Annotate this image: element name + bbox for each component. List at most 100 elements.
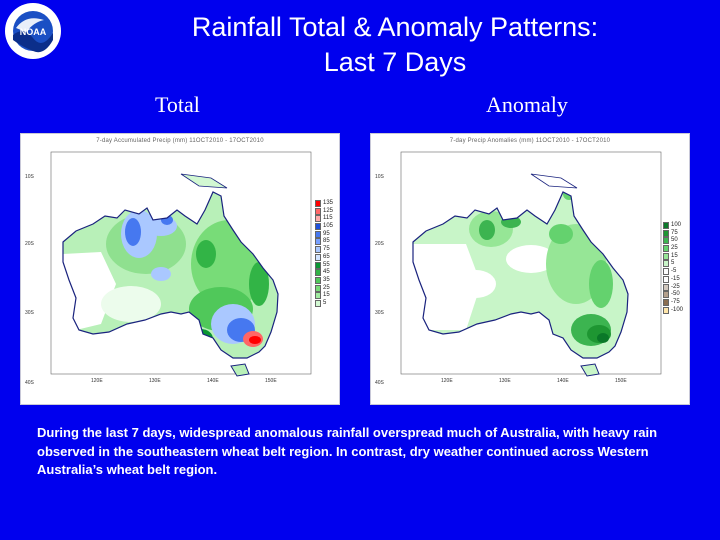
legend-label: 100 (671, 222, 682, 228)
legend-swatch (315, 261, 321, 269)
legend-label: -15 (671, 275, 680, 282)
legend-item: -15 (663, 275, 685, 284)
legend-swatch (315, 299, 321, 307)
legend-swatch (663, 237, 669, 245)
legend-swatch (315, 200, 321, 207)
legend-item: 55 (315, 261, 337, 270)
legend-label: 5 (323, 299, 327, 306)
legend-item: -50 (663, 291, 685, 299)
anomaly-rain-fill (413, 192, 628, 358)
legend-swatch (663, 275, 669, 283)
anomaly-lon-label: 130E (499, 378, 511, 384)
legend-swatch (315, 215, 321, 223)
legend-label: -50 (671, 291, 680, 298)
legend-item: -5 (663, 268, 685, 276)
anomaly-coastline (412, 191, 629, 359)
legend-swatch (315, 292, 321, 300)
legend-item: 85 (315, 238, 337, 246)
legend-item: 75 (663, 229, 685, 238)
anomaly-lon-label: 140E (557, 378, 569, 384)
legend-swatch (315, 276, 321, 284)
total-lat-label: 20S (25, 241, 34, 247)
legend-swatch (663, 283, 669, 291)
legend-swatch (663, 252, 669, 260)
legend-label: 25 (671, 245, 678, 252)
legend-swatch (315, 223, 321, 231)
legend-item: -25 (663, 283, 685, 292)
legend-item: 35 (315, 276, 337, 285)
legend-label: 15 (671, 252, 678, 259)
legend-label: 50 (671, 237, 678, 244)
anomaly-heading: Anomaly (486, 92, 568, 117)
legend-label: 5 (671, 260, 675, 267)
anomaly-tasmania (580, 363, 600, 377)
legend-swatch (315, 238, 321, 246)
legend-swatch (315, 207, 321, 215)
legend-label: 65 (323, 253, 330, 260)
total-lon-label: 130E (149, 378, 161, 384)
legend-swatch (663, 306, 669, 314)
legend-label: 25 (323, 284, 330, 291)
legend-swatch (315, 269, 321, 277)
logo-text: NOAA (20, 27, 47, 37)
legend-label: -5 (671, 268, 677, 275)
total-heading: Total (155, 92, 200, 117)
anomaly-legend: 100 75 50 25 15 5 -5 -15 -25 -50 -75 -100 (663, 222, 685, 314)
summary-text: During the last 7 days, widespread anoma… (37, 425, 658, 477)
total-lat-label: 30S (25, 310, 34, 316)
total-lon-label: 150E (265, 378, 277, 384)
legend-item: 65 (315, 253, 337, 262)
anomaly-lon-label: 150E (615, 378, 627, 384)
total-coastline (62, 191, 279, 359)
anomaly-lat-label: 20S (375, 241, 384, 247)
anomaly-lat-label: 40S (375, 380, 384, 386)
slide-title-line1: Rainfall Total & Anomaly Patterns: (191, 12, 599, 42)
total-tasmania (230, 363, 250, 377)
legend-item: 15 (663, 252, 685, 261)
legend-label: 55 (323, 261, 330, 268)
legend-label: 105 (323, 223, 334, 230)
anomaly-lat-label: 10S (375, 174, 384, 180)
anomaly-lon-label: 120E (441, 378, 453, 384)
slide-title-line2: Last 7 Days (323, 47, 467, 77)
legend-swatch (663, 268, 669, 276)
legend-label: -25 (671, 283, 680, 290)
legend-label: 75 (323, 246, 330, 253)
legend-label: 75 (671, 229, 678, 236)
legend-label: 35 (323, 276, 330, 283)
total-legend: 135 125 115 105 95 85 75 65 55 45 35 25 15 5 (315, 200, 337, 308)
legend-item: 105 (315, 223, 337, 231)
legend-swatch (663, 229, 669, 237)
anomaly-lat-label: 30S (375, 310, 384, 316)
anomaly-rainfall-map (400, 151, 662, 377)
legend-item: 100 (663, 222, 685, 230)
legend-label: 45 (323, 269, 330, 276)
legend-swatch (663, 245, 669, 253)
legend-item: 95 (315, 230, 337, 239)
total-lon-label: 140E (207, 378, 219, 384)
legend-label: 115 (323, 215, 333, 222)
total-map-title: 7-day Accumulated Precip (mm) 11OCT2010 … (96, 138, 264, 144)
legend-item: 25 (315, 284, 337, 293)
legend-item: 50 (663, 237, 685, 245)
legend-item: 125 (315, 207, 337, 216)
legend-swatch (315, 253, 321, 261)
legend-swatch (315, 230, 321, 238)
legend-label: 95 (323, 230, 330, 237)
legend-item: 115 (315, 215, 337, 223)
total-lat-label: 40S (25, 380, 34, 386)
legend-item: 135 (315, 200, 337, 208)
legend-swatch (315, 246, 321, 254)
legend-swatch (315, 284, 321, 292)
total-map-panel: 7-day Accumulated Precip (mm) 11OCT2010 … (20, 133, 340, 405)
legend-swatch (663, 260, 669, 268)
anomaly-map-title: 7-day Precip Anomalies (mm) 11OCT2010 - … (449, 138, 611, 144)
legend-item: 5 (663, 260, 685, 268)
legend-label: 135 (323, 200, 334, 206)
noaa-logo: NOAA (5, 3, 61, 59)
legend-item: 15 (315, 292, 337, 300)
total-new-guinea (180, 173, 228, 189)
legend-item: -100 (663, 306, 685, 315)
legend-swatch (663, 222, 669, 229)
total-lat-label: 10S (25, 174, 34, 180)
